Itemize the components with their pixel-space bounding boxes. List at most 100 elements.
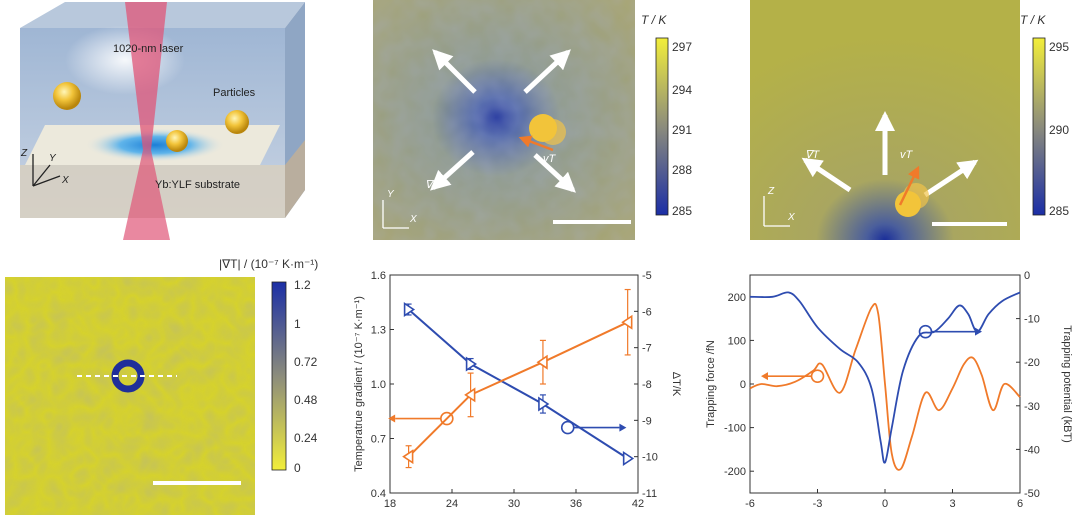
grad-label: ∇T [425,179,440,191]
data-point [536,354,548,370]
y2-tick-label: -8 [642,379,652,391]
axes-triad [32,154,61,187]
chart-f-svg: -6 -3 0 3 62001000-100-2000-10-20-30-40-50Tr… [705,270,1073,510]
colorbar-title: |∇T| / (10⁻⁷ K·m⁻¹) [219,257,318,271]
axes-triad [763,196,790,227]
series-line [407,308,629,460]
colorbar-tick: 294 [672,83,692,97]
y-tick-label: 0.4 [371,488,386,500]
map-texture [5,277,255,515]
axis-callout-circle [918,324,933,339]
y-axis-title: Trapping force /fN [705,340,717,428]
y2-tick-label: -11 [642,488,657,500]
y-tick-label: 0 [740,379,746,391]
plot-frame [389,274,639,494]
data-point [538,396,550,412]
y2-tick-label: -7 [642,343,652,355]
substrate-side [285,140,305,218]
colorbar-tick: 285 [1049,204,1069,218]
y-tick-label: 0.7 [371,434,386,446]
colorbar-tick: 290 [1049,123,1069,137]
colorbar-tick: 297 [672,40,692,54]
y2-tick-label: -20 [1024,357,1040,369]
colorbar-title: T / K [1020,13,1046,27]
colorbar [655,37,669,216]
data-point [402,449,414,465]
chart-e-svg: 18 24 30 36 42 0.4 0.7 1.0 1.3 1.6 -11 -10 -9 -8 -7 -6 -… [353,270,682,510]
colorbar-tick: 288 [672,163,692,177]
light-glow [65,25,185,95]
axis-z-label: Z [767,186,775,197]
y2-tick-label: -9 [642,415,652,427]
gradient-arrows [430,49,576,193]
x-tick-label: 36 [570,498,582,510]
velocity-arrow [518,135,554,152]
colorbar-tick: 0 [294,461,301,475]
substrate-label: Yb:YLF substrate [155,179,240,191]
y-axis-title: Temperatrue gradient / (10⁻⁷ K·m⁻¹) [353,296,365,472]
axis-y-label: Y [49,153,57,164]
laser-beam [125,2,167,150]
y2-tick-label: -50 [1024,488,1040,500]
colorbar-tick: 1.2 [294,278,311,292]
axis-callout-arrowhead [388,414,396,423]
particle [225,110,249,134]
y-tick-label: 1.6 [371,270,386,282]
panel-c-temperature-map-xz: ∇T vT Z X T / K 295 290 285 [750,0,1080,245]
y2-axis-title: ΔT/K [670,372,682,397]
x-tick-label: 42 [632,498,644,510]
colorbar [271,281,287,471]
y-tick-label: -200 [724,466,746,478]
data-point [465,356,478,372]
series-line [749,291,1021,464]
colorbar-tick: 1 [294,317,301,331]
panel-d-gradient-map: |∇T| / (10⁻⁷ K·m⁻¹) 1.2 1 0.72 0.48 0.24… [5,255,345,517]
x-tick-label: 30 [508,498,520,510]
panel-b-temperature-map-xy: ∇T vT Y X T / K 297 294 291 288 285 [373,0,703,245]
axes-triad [382,200,409,229]
colorbar-tick: 295 [1049,40,1069,54]
data-point [621,314,633,330]
particle [895,191,921,217]
laser-beam-lower [123,150,170,240]
axis-callout-arrowhead [619,423,627,432]
y-tick-label: 100 [728,335,746,347]
heat-spot [85,128,225,162]
particle [166,130,188,152]
x-tick-label: -6 [745,498,755,510]
axis-callout-circle [440,411,454,426]
axis-y-label: Y [387,189,395,200]
velocity-label: vT [543,153,557,165]
map-noise [373,0,635,240]
axis-x-label: X [409,214,417,225]
data-point [622,450,635,466]
y-tick-label: -100 [724,423,746,435]
colorbar-tick: 0.24 [294,431,318,445]
axis-callout-circle [810,369,825,383]
grad-label: ∇T [805,149,820,161]
x-tick-label: -3 [813,498,823,510]
y-tick-label: 1.0 [371,379,386,391]
data-point [464,387,476,403]
particle [53,82,81,110]
panel-f-chart: -6 -3 0 3 6 200 100 0 -100 -200 0 -10 -20 -30 -40 -50 Tr… [700,255,1080,517]
y-tick-label: 200 [728,292,746,304]
velocity-label: vT [900,149,914,161]
axis-x-label: X [787,212,795,223]
series-line [749,302,1021,471]
laser-label: 1020-nm laser [113,43,184,55]
panel-a-schematic: 1020-nm laser Particles Yb:YLF substrate… [5,0,310,245]
y-tick-label: 1.3 [371,325,386,337]
axis-z-label: Z [20,148,28,159]
axis-x-label: X [61,175,69,186]
colorbar [1032,37,1046,216]
velocity-arrow [898,165,920,206]
x-tick-label: 0 [882,498,888,510]
x-tick-label: 24 [446,498,458,510]
y2-tick-label: -40 [1024,444,1040,456]
panel-e-chart: 18 24 30 36 42 0.4 0.7 1.0 1.3 1.6 -11 -10 -9 -8 -7 -6 -… [348,255,683,517]
series-line [407,321,629,458]
axis-callout-arrowhead [761,372,768,381]
y2-axis-title: Trapping potential (kBT) [1061,325,1073,443]
y2-tick-label: -10 [1024,314,1040,326]
